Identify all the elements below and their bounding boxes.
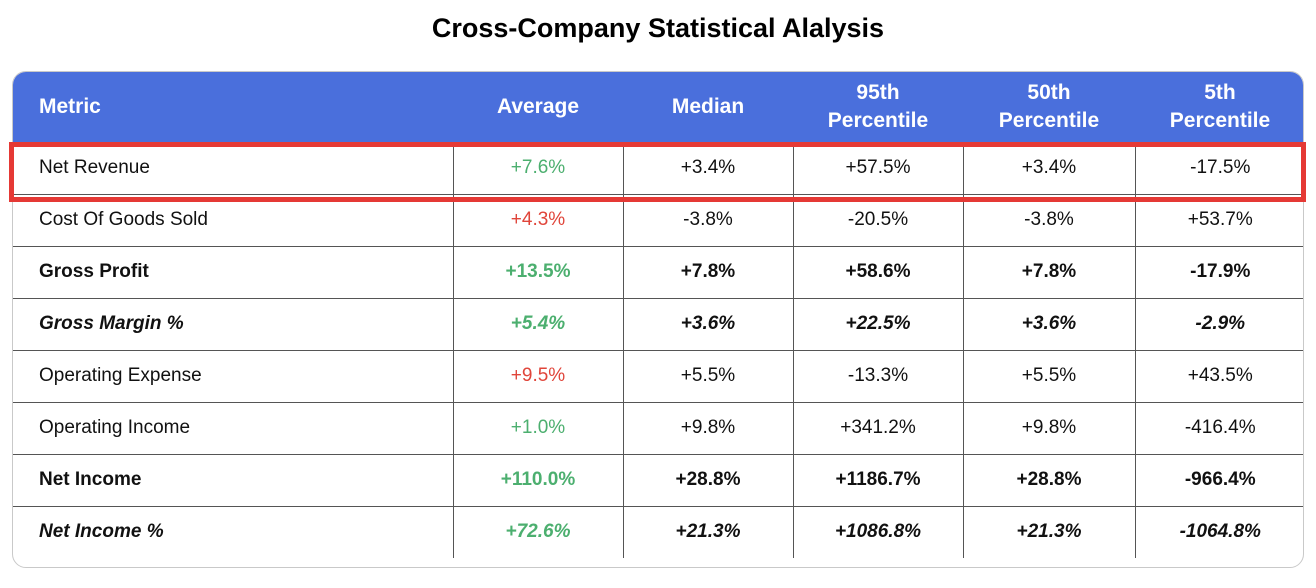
cell-average: +7.6%	[452, 142, 623, 194]
cell-5th: -17.5%	[1134, 142, 1303, 194]
cell-5th: -1064.8%	[1134, 505, 1303, 558]
cell-50th: +5.5%	[962, 349, 1135, 402]
cell-50th: +7.8%	[962, 245, 1135, 298]
cell-median: -3.8%	[622, 193, 793, 246]
cell-50th: +9.8%	[962, 401, 1135, 454]
statistics-table-container: Metric Average Median 95th Percentile 50t…	[12, 71, 1304, 568]
cell-average: +110.0%	[452, 453, 623, 506]
cell-metric: Operating Income	[13, 401, 453, 454]
table-row-operating-income: Operating Income +1.0% +9.8% +341.2% +9.…	[13, 401, 1303, 454]
cell-median: +5.5%	[622, 349, 793, 402]
cell-50th: -3.8%	[962, 193, 1135, 246]
cell-metric: Operating Expense	[13, 349, 453, 402]
table-row-gross-profit: Gross Profit +13.5% +7.8% +58.6% +7.8% -…	[13, 245, 1303, 298]
cell-5th: +43.5%	[1134, 349, 1303, 402]
cell-50th: +28.8%	[962, 453, 1135, 506]
cell-average: +9.5%	[452, 349, 623, 402]
table-row-net-revenue: Net Revenue +7.6% +3.4% +57.5% +3.4% -17…	[13, 142, 1303, 194]
header-50th-line1: 50th	[1027, 81, 1071, 104]
cell-5th: -2.9%	[1134, 297, 1303, 350]
table-row-operating-expense: Operating Expense +9.5% +5.5% -13.3% +5.…	[13, 349, 1303, 402]
cell-metric: Net Income %	[13, 505, 453, 558]
cell-5th: -17.9%	[1134, 245, 1303, 298]
cell-median: +28.8%	[622, 453, 793, 506]
cell-5th: -416.4%	[1134, 401, 1303, 454]
header-5th-line1: 5th	[1204, 81, 1236, 104]
cell-average: +4.3%	[452, 193, 623, 246]
cell-95th: +58.6%	[792, 245, 963, 298]
page-title: Cross-Company Statistical Alalysis	[431, 13, 885, 43]
cell-95th: +57.5%	[792, 142, 963, 194]
cell-95th: +1086.8%	[792, 505, 963, 558]
table-row-net-income: Net Income +110.0% +28.8% +1186.7% +28.8…	[13, 453, 1303, 506]
header-95th-line2: Percentile	[827, 109, 929, 132]
cell-median: +3.4%	[622, 142, 793, 194]
cell-50th: +3.6%	[962, 297, 1135, 350]
cell-average: +5.4%	[452, 297, 623, 350]
cell-5th: -966.4%	[1134, 453, 1303, 506]
cell-median: +9.8%	[622, 401, 793, 454]
cell-median: +21.3%	[622, 505, 793, 558]
header-row: Metric Average Median 95th Percentile 50t…	[13, 72, 1303, 142]
cell-metric: Cost Of Goods Sold	[13, 193, 453, 246]
cell-95th: +22.5%	[792, 297, 963, 350]
cell-median: +7.8%	[622, 245, 793, 298]
cell-50th: +3.4%	[962, 142, 1135, 194]
statistics-table: Metric Average Median 95th Percentile 50t…	[13, 72, 1303, 558]
cell-metric: Gross Profit	[13, 245, 453, 298]
cell-95th: -20.5%	[792, 193, 963, 246]
cell-95th: +341.2%	[792, 401, 963, 454]
cell-5th: +53.7%	[1134, 193, 1303, 246]
table-header: Metric Average Median 95th Percentile 50t…	[13, 72, 1303, 142]
table-body: Net Revenue +7.6% +3.4% +57.5% +3.4% -17…	[13, 142, 1303, 558]
header-5th-percentile: 5th Percentile	[1135, 72, 1303, 142]
cell-metric: Gross Margin %	[13, 297, 453, 350]
header-50th-percentile: 50th Percentile	[963, 72, 1135, 142]
cell-average: +13.5%	[452, 245, 623, 298]
cell-median: +3.6%	[622, 297, 793, 350]
header-95th-percentile: 95th Percentile	[793, 72, 963, 142]
table-row-gross-margin: Gross Margin % +5.4% +3.6% +22.5% +3.6% …	[13, 297, 1303, 350]
header-95th-line1: 95th	[856, 81, 900, 104]
cell-metric: Net Income	[13, 453, 453, 506]
cell-95th: -13.3%	[792, 349, 963, 402]
cell-average: +1.0%	[452, 401, 623, 454]
cell-average: +72.6%	[452, 505, 623, 558]
cell-metric: Net Revenue	[39, 156, 150, 178]
header-5th-line2: Percentile	[1169, 109, 1271, 132]
header-average: Average	[453, 72, 623, 142]
header-metric: Metric	[13, 72, 453, 142]
cell-50th: +21.3%	[962, 505, 1135, 558]
header-50th-line2: Percentile	[998, 109, 1100, 132]
cell-95th: +1186.7%	[792, 453, 963, 506]
header-median: Median	[623, 72, 793, 142]
table-row-cost-of-goods-sold: Cost Of Goods Sold +4.3% -3.8% -20.5% -3…	[13, 193, 1303, 246]
table-row-net-income-percent: Net Income % +72.6% +21.3% +1086.8% +21.…	[13, 505, 1303, 558]
